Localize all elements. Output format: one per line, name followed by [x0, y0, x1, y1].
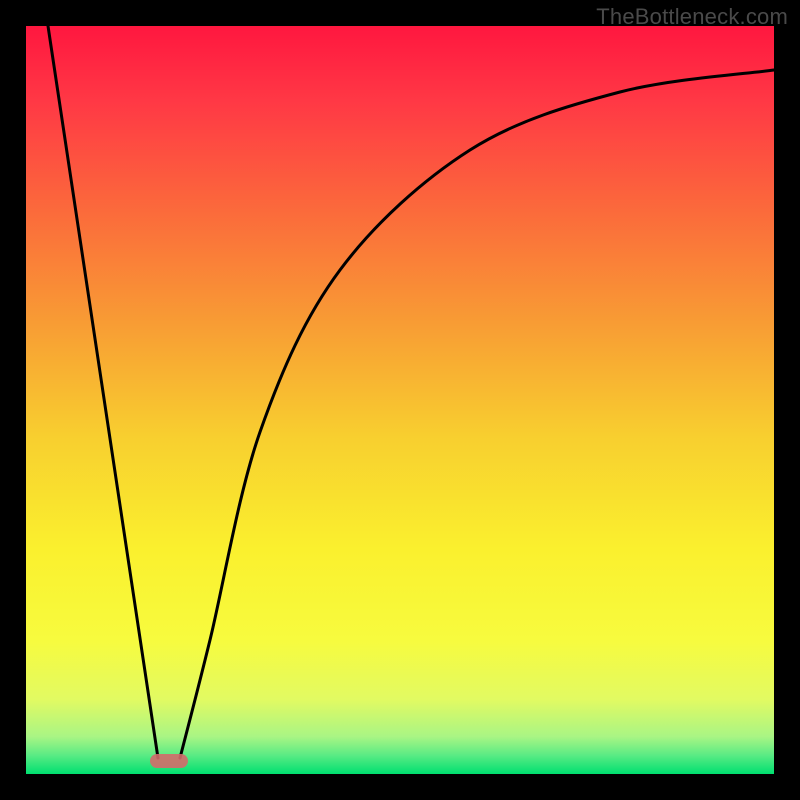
chart-container: TheBottleneck.com	[0, 0, 800, 800]
bottleneck-chart	[0, 0, 800, 800]
gradient-background	[26, 26, 774, 774]
optimal-marker	[150, 754, 188, 768]
